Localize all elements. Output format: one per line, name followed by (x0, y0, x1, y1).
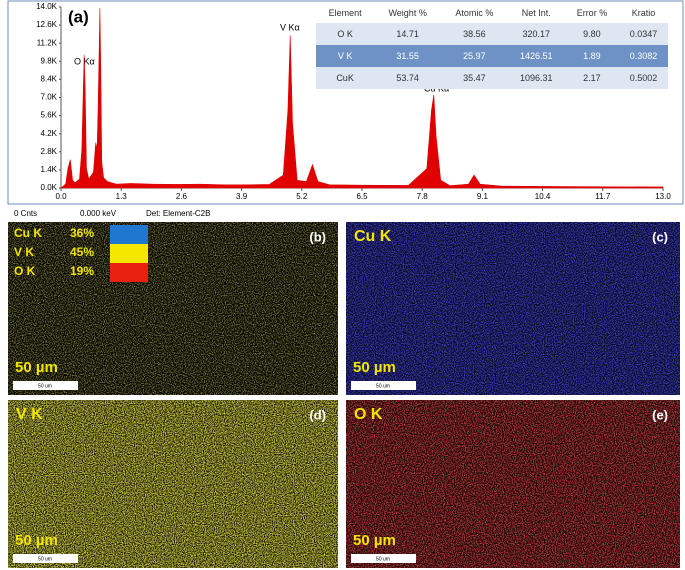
x-tick-label: 9.1 (477, 192, 489, 201)
table-header: Element Weight % Atomic % Net Int. Error % Kr… (316, 3, 668, 23)
table-header-cell: Weight % (374, 3, 442, 23)
x-tick-label: 1.3 (116, 192, 128, 201)
table-cell: 2.17 (564, 67, 619, 89)
peak-annotation: V Kα (280, 22, 300, 32)
legend-percent: 19% (70, 264, 94, 278)
legend-swatch (110, 225, 148, 244)
map-element: V K (16, 406, 43, 423)
y-tick-label: 0.0K (41, 183, 58, 192)
table-cell: 1.89 (564, 45, 619, 67)
y-tick-label: 8.4K (41, 75, 58, 84)
legend-percent: 45% (70, 245, 94, 259)
table-cell: 14.71 (374, 23, 442, 45)
table-row: CuK 53.74 35.47 1096.31 2.17 0.5002 (316, 67, 668, 89)
table-cell: 25.97 (441, 45, 508, 67)
y-tick-label: 7.0K (41, 93, 58, 102)
table-cell: V K (316, 45, 375, 67)
table-cell: 1096.31 (507, 67, 565, 89)
map-label: (c) (652, 229, 668, 244)
table-cell: 0.3082 (618, 45, 668, 67)
scale-bar-label: 50 µm (15, 359, 58, 376)
scale-bar-label: 50 µm (353, 359, 396, 376)
y-tick-label: 1.4K (41, 165, 58, 174)
map-element: O K (354, 406, 383, 423)
map-element: Cu K (354, 228, 392, 245)
status-text: 0.000 keV (80, 209, 117, 218)
status-text: 0 Cnts (14, 209, 37, 218)
table-row: V K 31.55 25.97 1426.51 1.89 0.3082 (316, 45, 668, 67)
table-header-cell: Error % (564, 3, 619, 23)
table-header-cell: Element (316, 3, 375, 23)
scale-bar (351, 554, 416, 563)
y-tick-label: 4.2K (41, 129, 58, 138)
table-cell: 0.0347 (618, 23, 668, 45)
table-cell: 35.47 (441, 67, 508, 89)
table-cell: 53.74 (374, 67, 442, 89)
map-texture (8, 222, 338, 395)
x-tick-label: 10.4 (535, 192, 551, 201)
y-tick-label: 11.2K (37, 38, 58, 47)
table-cell: CuK (316, 67, 375, 89)
x-tick-label: 11.7 (595, 192, 611, 201)
spectrum-area (60, 8, 664, 189)
table-cell: 9.80 (564, 23, 619, 45)
table-cell: 1426.51 (507, 45, 565, 67)
map-label: (d) (309, 407, 326, 422)
table-cell: 38.56 (441, 23, 508, 45)
legend-element: O K (14, 264, 36, 278)
table-header-cell: Net Int. (507, 3, 565, 23)
map-texture (346, 400, 680, 568)
y-tick-label: 5.6K (41, 111, 58, 120)
table-header-cell: Atomic % (441, 3, 508, 23)
scale-bar-small: 50 um (38, 383, 52, 389)
table-header-cell: Kratio (618, 3, 668, 23)
scale-bar (13, 381, 78, 390)
x-tick-label: 13.0 (655, 192, 671, 201)
map-label: (e) (652, 407, 668, 422)
table-cell: 31.55 (374, 45, 442, 67)
scale-bar-small: 50 um (38, 556, 52, 562)
x-tick-label: 7.8 (417, 192, 429, 201)
map-texture (346, 222, 680, 395)
legend-element: Cu K (14, 226, 42, 240)
y-tick-label: 9.8K (41, 56, 58, 65)
legend-percent: 36% (70, 226, 94, 240)
x-tick-label: 5.2 (296, 192, 308, 201)
table-cell: 320.17 (507, 23, 565, 45)
legend-swatch (110, 263, 148, 282)
scale-bar-small: 50 um (376, 383, 390, 389)
x-tick-label: 6.5 (356, 192, 368, 201)
scale-bar-label: 50 µm (15, 532, 58, 549)
x-tick-label: 2.6 (176, 192, 188, 201)
legend-element: V K (14, 245, 34, 259)
table-row: O K 14.71 38.56 320.17 9.80 0.0347 (316, 23, 668, 45)
map-texture (8, 400, 338, 568)
panel-label: (a) (68, 7, 89, 26)
x-tick-label: 3.9 (236, 192, 248, 201)
scale-bar (13, 554, 78, 563)
table-cell: 0.5002 (618, 67, 668, 89)
map-label: (b) (309, 229, 326, 244)
table-cell: O K (316, 23, 375, 45)
y-tick-label: 2.8K (41, 147, 58, 156)
scale-bar (351, 381, 416, 390)
y-tick-label: 14.0K (36, 2, 58, 11)
y-tick-label: 12.6K (36, 20, 58, 29)
scale-bar-small: 50 um (376, 556, 390, 562)
status-text: Det: Element-C2B (146, 209, 210, 218)
results-table: Element Weight % Atomic % Net Int. Error % Kr… (316, 3, 668, 89)
x-tick-label: 0.0 (55, 192, 67, 201)
legend-swatch (110, 244, 148, 263)
scale-bar-label: 50 µm (353, 532, 396, 549)
